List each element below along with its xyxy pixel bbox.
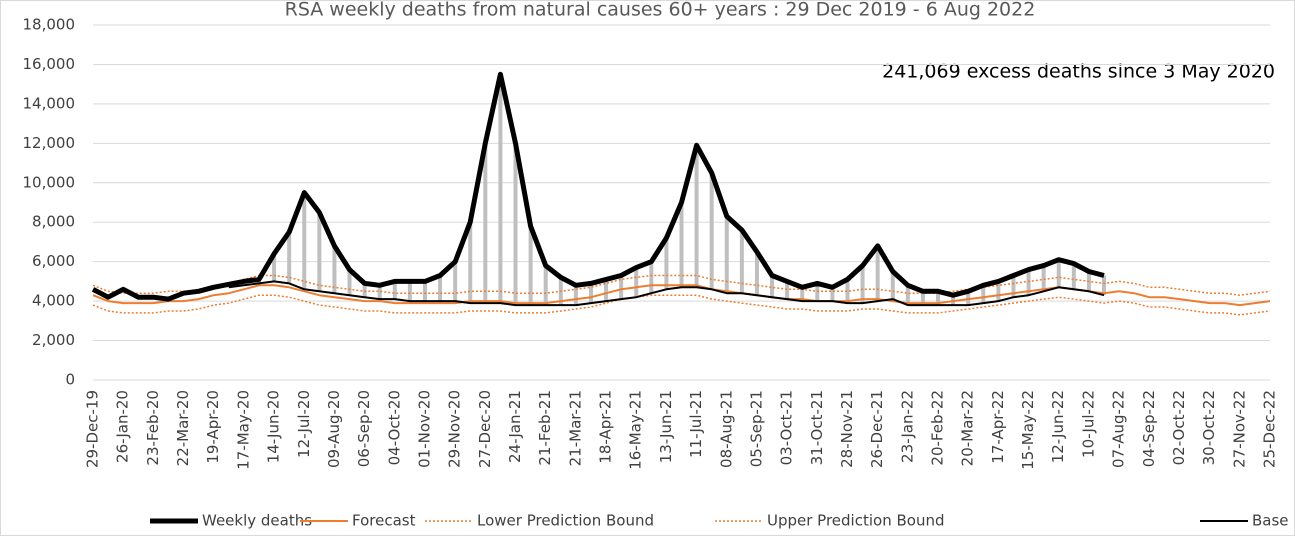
x-tick-label: 03-Oct-21: [778, 390, 796, 465]
annotation: 241,069 excess deaths since 3 May 2020: [882, 61, 1275, 83]
x-tick-label: 29-Nov-20: [446, 390, 464, 468]
legend-label: Lower Prediction Bound: [477, 512, 654, 530]
x-tick-label: 29-Dec-19: [84, 390, 102, 468]
x-tick-label: 24-Jan-21: [506, 390, 524, 463]
x-tick-label: 01-Nov-20: [415, 390, 433, 468]
x-tick-label: 14-Jun-20: [265, 390, 283, 463]
x-tick-label: 27-Nov-22: [1230, 390, 1248, 468]
x-tick-label: 26-Jan-20: [114, 390, 132, 463]
x-tick-label: 17-May-20: [234, 390, 252, 470]
x-tick-label: 05-Sep-21: [747, 390, 765, 467]
x-tick-label: 28-Nov-21: [838, 390, 856, 468]
x-tick-label: 25-Dec-22: [1261, 390, 1279, 468]
x-tick-label: 26-Dec-21: [868, 390, 886, 468]
legend-label: Weekly deaths: [202, 512, 312, 530]
y-tick-label: 10,000: [23, 173, 76, 191]
x-tick-label: 21-Mar-21: [566, 390, 584, 466]
x-tick-label: 22-Mar-20: [174, 390, 192, 466]
x-tick-label: 17-Apr-22: [989, 390, 1007, 464]
x-tick-label: 04-Oct-20: [385, 390, 403, 465]
x-tick-label: 13-Jun-21: [657, 390, 675, 463]
legend-label: Forecast: [352, 512, 416, 530]
series-line: [228, 280, 1105, 307]
y-tick-label: 18,000: [23, 16, 76, 34]
y-tick-label: 2,000: [32, 331, 75, 349]
series-line: [91, 71, 1105, 302]
y-tick-label: 8,000: [32, 213, 75, 231]
x-tick-label: 15-May-22: [1019, 390, 1037, 470]
x-tick-label: 12-Jul-20: [295, 390, 313, 458]
y-tick-label: 12,000: [23, 134, 76, 152]
x-tick-label: 31-Oct-21: [808, 390, 826, 465]
x-tick-label: 23-Jan-22: [898, 390, 916, 463]
legend-label: Base: [1252, 512, 1289, 530]
y-tick-label: 0: [65, 371, 75, 389]
x-tick-label: 10-Jul-22: [1079, 390, 1097, 458]
y-tick-label: 6,000: [32, 252, 75, 270]
x-tick-label: 12-Jun-22: [1049, 390, 1067, 463]
x-tick-label: 16-May-21: [627, 390, 645, 470]
x-tick-label: 19-Apr-20: [204, 390, 222, 464]
x-tick-label: 21-Feb-21: [536, 390, 554, 466]
x-tick-label: 30-Oct-22: [1200, 390, 1218, 465]
x-tick-label: 20-Feb-22: [929, 390, 947, 466]
legend-label: Upper Prediction Bound: [767, 512, 944, 530]
x-tick-label: 20-Mar-22: [959, 390, 977, 466]
x-tick-label: 11-Jul-21: [687, 390, 705, 458]
x-tick-label: 04-Sep-22: [1140, 390, 1158, 467]
x-tick-label: 09-Aug-20: [325, 390, 343, 468]
x-tick-label: 02-Oct-22: [1170, 390, 1188, 465]
x-tick-label: 18-Apr-21: [597, 390, 615, 464]
x-tick-label: 08-Aug-21: [717, 390, 735, 468]
y-tick-label: 14,000: [23, 94, 76, 112]
x-tick-label: 23-Feb-20: [144, 390, 162, 466]
x-tick-label: 27-Dec-20: [476, 390, 494, 468]
x-tick-label: 06-Sep-20: [355, 390, 373, 467]
y-tick-label: 4,000: [32, 292, 75, 310]
chart-title: RSA weekly deaths from natural causes 60…: [285, 0, 1036, 21]
x-tick-label: 07-Aug-22: [1110, 390, 1128, 468]
y-tick-label: 16,000: [23, 55, 76, 73]
